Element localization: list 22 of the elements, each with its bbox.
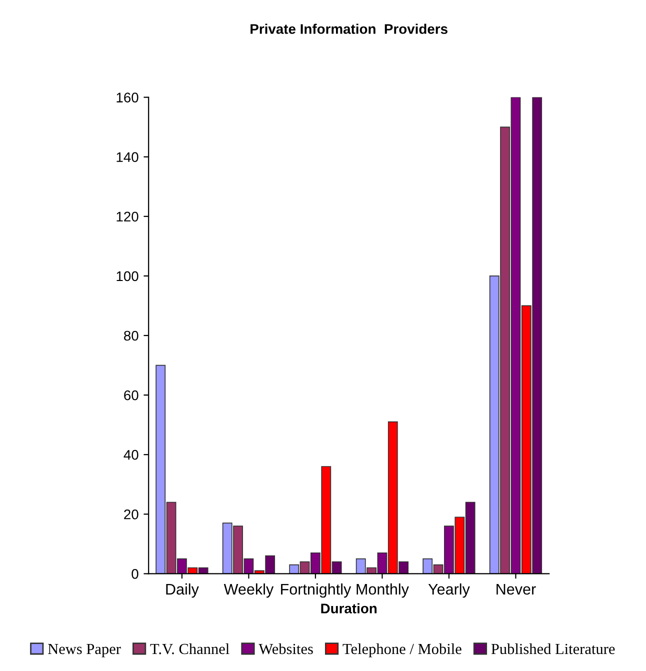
y-tick-label: 140 [116,152,138,162]
y-tick-label: 80 [124,330,138,341]
y-tick-label: 160 [116,92,138,102]
x-tick-label: Monthly [356,583,409,598]
legend-label: News Paper [48,644,121,658]
x-axis-title: Duration [321,603,377,614]
legend-label: Websites [258,643,313,654]
x-tick-label: Fortnightly [281,583,352,598]
x-tick-label: Weekly [224,583,274,598]
x-tick-label: Never [496,584,536,595]
chart-title: Private Information Providers [250,24,448,34]
y-tick-label: 60 [124,390,138,400]
x-tick-label: Daily [166,583,199,598]
legend-label: T.V. Channel [150,643,230,654]
y-tick-label: 20 [124,509,138,520]
x-tick-label: Yearly [428,583,470,598]
y-tick-label: 100 [116,271,138,282]
y-tick-label: 120 [116,212,138,222]
y-tick-label: 0 [132,569,138,579]
legend-label: Telephone / Mobile [342,643,462,658]
legend-label: Published Literature [491,643,615,654]
y-tick-label: 40 [124,450,138,460]
